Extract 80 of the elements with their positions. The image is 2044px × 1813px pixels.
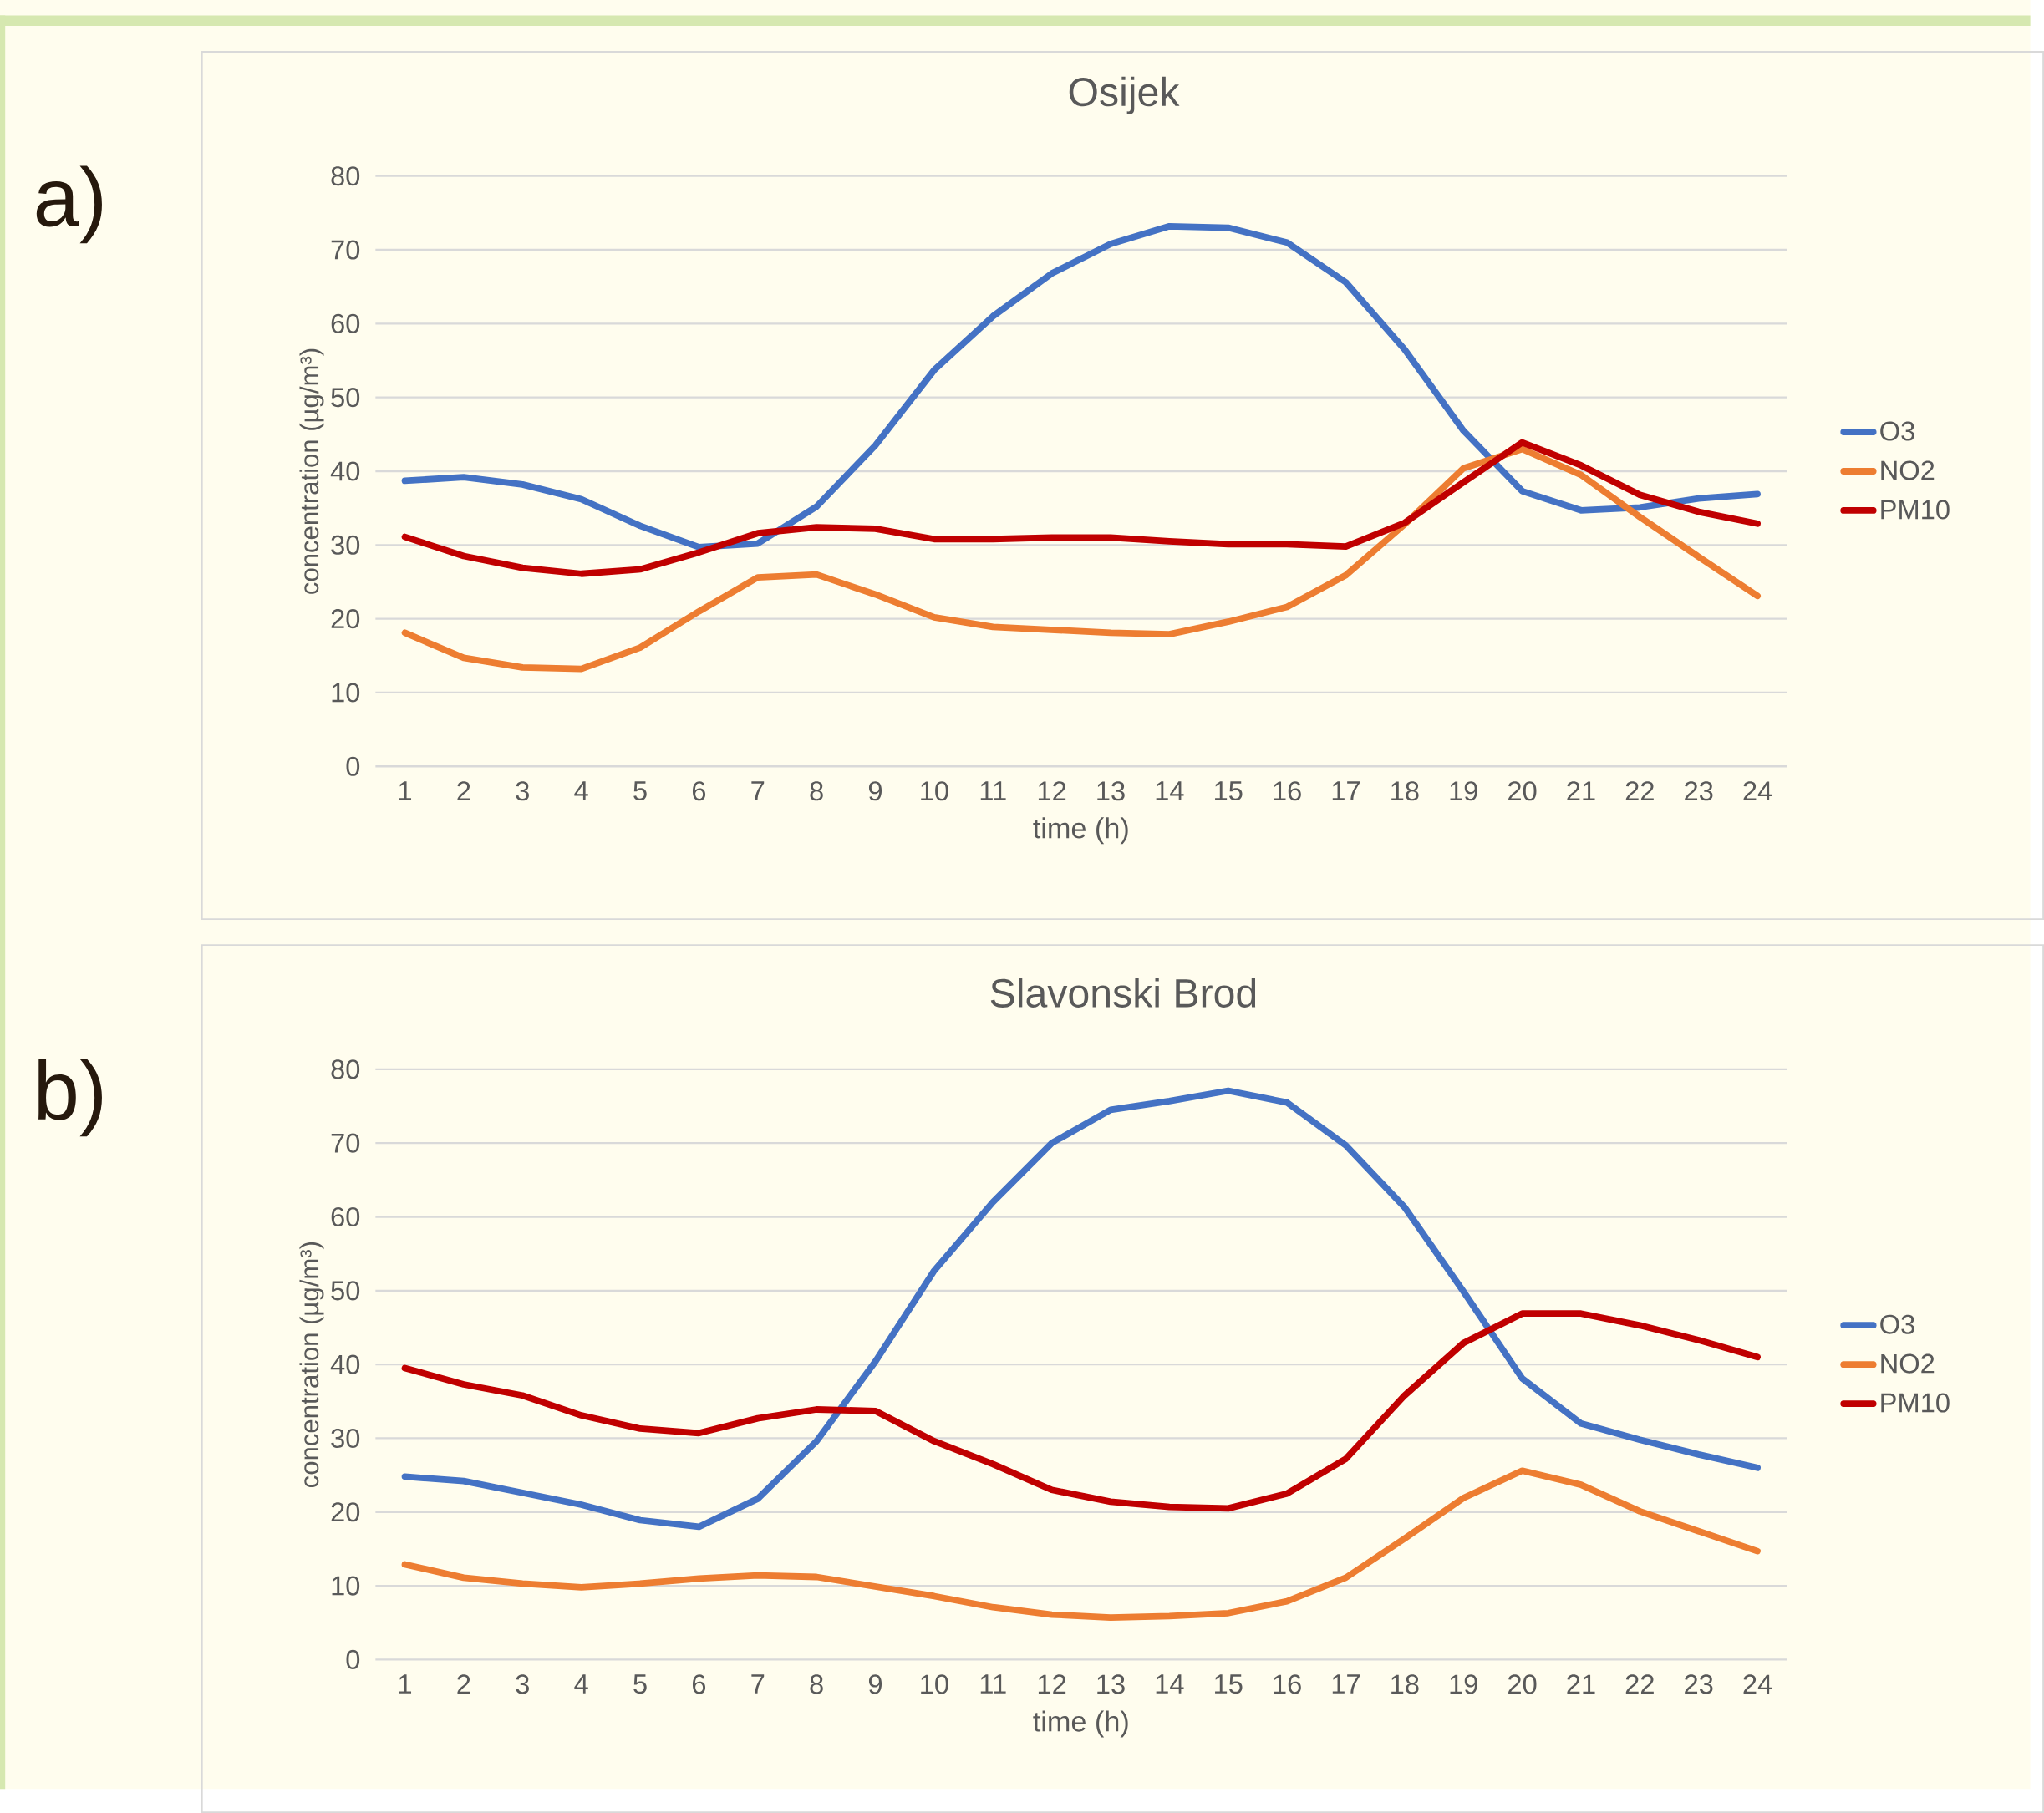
y-tick-label: 30	[331, 1428, 360, 1448]
x-tick-label: 24	[1743, 781, 1772, 800]
x-tick-label: 10	[921, 1674, 948, 1694]
x-tick-label: 18	[1391, 1674, 1419, 1694]
x-tick-label: 21	[1567, 781, 1595, 800]
x-tick-label: 3	[516, 1674, 529, 1694]
x-tick-label: 19	[1450, 1674, 1477, 1694]
y-tick-label: 80	[331, 1059, 360, 1079]
legend-label: NO2	[1881, 460, 1935, 480]
legend-label: PM10	[1881, 500, 1950, 520]
y-tick-label: 0	[346, 756, 360, 776]
y-tick-label: 40	[330, 1354, 360, 1374]
x-tick-label: 4	[574, 781, 588, 800]
x-tick-label: 17	[1332, 1674, 1360, 1694]
y-tick-label: 20	[331, 608, 360, 629]
text: a)	[36, 165, 102, 244]
x-axis-title: time (h)	[1033, 1710, 1128, 1738]
y-tick-label: 30	[331, 535, 360, 555]
x-tick-label: 22	[1625, 781, 1654, 800]
y-tick-label: 10	[332, 1576, 360, 1596]
y-tick-label: 80	[331, 166, 360, 186]
x-tick-label: 14	[1156, 1674, 1184, 1694]
y-tick-label: 40	[330, 461, 360, 481]
x-tick-label: 9	[868, 1674, 882, 1694]
x-tick-label: 19	[1450, 781, 1477, 801]
x-tick-label: 9	[868, 781, 882, 801]
y-tick-label: 50	[331, 1281, 360, 1301]
x-tick-label: 3	[516, 781, 529, 801]
x-tick-label: 13	[1097, 781, 1125, 801]
y-tick-label: 60	[331, 313, 360, 333]
x-tick-label: 16	[1274, 781, 1301, 801]
x-tick-label: 23	[1685, 1674, 1713, 1694]
chart-title: Slavonski Brod	[990, 978, 1256, 1008]
legend-label: PM10	[1881, 1393, 1950, 1413]
x-tick-label: 5	[633, 1674, 647, 1694]
x-tick-label: 18	[1391, 781, 1419, 801]
y-tick-label: 10	[332, 683, 360, 703]
x-tick-label: 17	[1332, 781, 1360, 800]
x-tick-label: 14	[1156, 781, 1184, 800]
x-tick-label: 23	[1685, 781, 1713, 801]
y-tick-label: 70	[331, 240, 360, 260]
y-tick-label: 70	[331, 1133, 360, 1153]
legend-label: O3	[1880, 1314, 1914, 1334]
x-tick-label: 6	[692, 1674, 706, 1694]
text: b)	[38, 1059, 102, 1137]
x-tick-label: 11	[980, 1674, 1006, 1694]
x-tick-label: 13	[1097, 1674, 1125, 1694]
x-tick-label: 20	[1508, 1674, 1537, 1694]
y-tick-label: 60	[331, 1206, 360, 1226]
x-tick-label: 24	[1743, 1674, 1772, 1694]
x-tick-label: 4	[574, 1674, 588, 1694]
y-tick-label: 20	[331, 1502, 360, 1522]
x-tick-label: 5	[633, 781, 647, 800]
x-tick-label: 12	[1038, 1674, 1066, 1694]
y-axis-title: concentration (µg/m³)	[299, 348, 324, 594]
x-tick-label: 21	[1567, 1674, 1595, 1694]
y-tick-label: 0	[346, 1649, 360, 1669]
x-tick-label: 11	[980, 781, 1006, 800]
x-tick-label: 15	[1215, 781, 1243, 800]
x-tick-label: 7	[751, 781, 765, 800]
x-tick-label: 10	[921, 781, 948, 801]
x-tick-label: 8	[810, 781, 823, 801]
x-tick-label: 1	[399, 1674, 412, 1694]
x-tick-label: 12	[1038, 781, 1066, 800]
chart-title: Osijek	[1069, 76, 1180, 114]
x-tick-label: 22	[1625, 1674, 1654, 1694]
x-tick-label: 8	[810, 1674, 823, 1694]
x-tick-label: 2	[457, 1674, 470, 1694]
x-tick-label: 2	[457, 781, 470, 800]
x-tick-label: 15	[1215, 1674, 1243, 1694]
x-tick-label: 7	[751, 1674, 765, 1694]
legend-label: NO2	[1881, 1353, 1935, 1374]
y-axis-title: concentration (µg/m³)	[299, 1242, 324, 1487]
legend-label: O3	[1880, 421, 1914, 441]
x-tick-label: 20	[1508, 781, 1537, 801]
y-tick-label: 50	[331, 388, 360, 408]
x-tick-label: 16	[1274, 1674, 1301, 1694]
x-tick-label: 6	[692, 781, 706, 801]
x-axis-title: time (h)	[1033, 817, 1128, 845]
x-tick-label: 1	[399, 781, 412, 800]
